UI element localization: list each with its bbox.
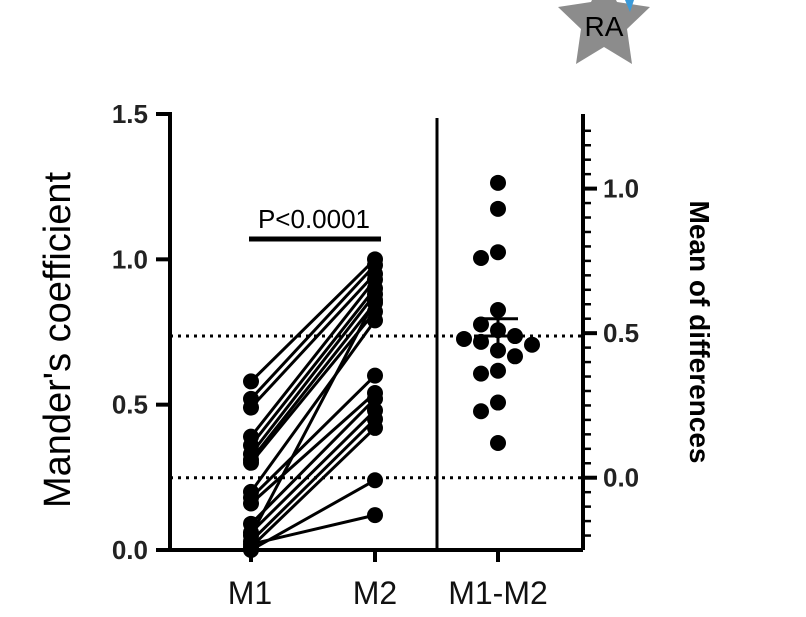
difference-point [473,249,489,266]
p-value-annotation: P<0.0001 [258,204,370,234]
y-tick-label: 1.0 [112,244,148,274]
m2-point [367,507,383,524]
pair-line [249,397,377,525]
pair-line [249,272,377,409]
y-tick-label: 1.5 [112,99,148,129]
pair-line [249,418,377,543]
pair-line [249,278,377,438]
pair-line [249,258,377,383]
pair-line [249,319,377,493]
ra-badge: RA [558,0,650,64]
right-tick-label: 0.0 [603,463,639,493]
difference-point [490,302,506,319]
m1-point [243,454,259,471]
m1-point [243,495,259,512]
left-axis-ticks: 0.0 0.5 1.0 1.5 [112,99,170,565]
m2-point [367,312,383,329]
y-axis-label: Mander's coefficient [37,172,79,509]
difference-point [490,394,506,411]
star-icon [558,0,650,64]
pair-line [249,264,377,400]
difference-point [490,362,506,379]
difference-point [473,365,489,382]
pair-line [250,391,376,505]
pair-line [249,293,377,455]
m2-point [367,390,383,407]
m1-point [243,399,259,416]
pair-line [249,426,377,549]
pair-line [249,409,377,534]
difference-point [524,336,540,353]
pair-line [250,513,376,546]
x-tick-m1-m2: M1-M2 [448,575,548,611]
y-tick-label: 0.5 [112,390,148,420]
badge-text: RA [585,11,624,42]
m1-points [243,373,259,558]
difference-point [473,333,489,350]
y-tick-label: 0.0 [112,535,148,565]
right-y-axis-label: Mean of differences [684,201,715,464]
paired-lines [249,258,377,552]
x-tick-m2: M2 [353,575,397,611]
difference-point [473,316,489,333]
pair-line [249,374,377,499]
right-axis-ticks: 0.0 0.5 1.0 [583,129,639,537]
difference-point [507,348,523,365]
difference-point [490,244,506,261]
right-tick-label: 0.5 [603,318,639,348]
m2-point [367,419,383,436]
m2-point [367,472,383,489]
m1-point [243,527,259,544]
m2-point [367,292,383,309]
pair-line [249,299,377,537]
m2-point [367,367,383,384]
difference-point [473,403,489,420]
pair-line [249,287,377,447]
arrow-fragment-icon [625,0,634,12]
m2-points [367,251,383,524]
m1-point [243,373,259,390]
pair-line [249,302,377,461]
difference-point [490,435,506,452]
difference-point [456,330,472,347]
mean-errorbar [476,317,520,354]
difference-point [490,200,506,217]
difference-point [490,174,506,191]
right-tick-label: 1.0 [603,174,639,204]
difference-points [456,174,540,452]
x-tick-m1: M1 [228,575,272,611]
